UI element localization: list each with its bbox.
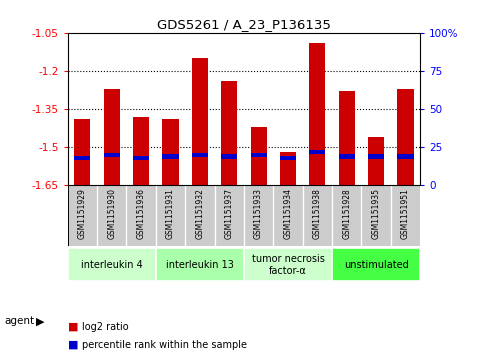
Text: interleukin 13: interleukin 13 bbox=[166, 260, 234, 270]
Text: GSM1151934: GSM1151934 bbox=[284, 188, 293, 240]
Text: GSM1151936: GSM1151936 bbox=[137, 188, 145, 240]
Bar bbox=[133, 156, 149, 160]
Text: GSM1151930: GSM1151930 bbox=[107, 188, 116, 240]
Bar bbox=[339, 91, 355, 185]
Bar bbox=[133, 117, 149, 185]
Bar bbox=[251, 153, 267, 157]
Bar bbox=[368, 137, 384, 185]
Bar bbox=[156, 248, 244, 281]
Title: GDS5261 / A_23_P136135: GDS5261 / A_23_P136135 bbox=[157, 19, 331, 32]
Text: GSM1151933: GSM1151933 bbox=[254, 188, 263, 240]
Bar bbox=[68, 248, 156, 281]
Text: GSM1151938: GSM1151938 bbox=[313, 188, 322, 239]
Text: GSM1151935: GSM1151935 bbox=[371, 188, 381, 240]
Text: log2 ratio: log2 ratio bbox=[82, 322, 129, 332]
Bar bbox=[162, 154, 179, 159]
Bar bbox=[309, 150, 326, 154]
Bar bbox=[332, 248, 420, 281]
Text: GSM1151937: GSM1151937 bbox=[225, 188, 234, 240]
Bar bbox=[74, 119, 90, 185]
Text: unstimulated: unstimulated bbox=[344, 260, 409, 270]
Text: GSM1151929: GSM1151929 bbox=[78, 188, 87, 239]
Text: ■: ■ bbox=[68, 322, 78, 332]
Text: percentile rank within the sample: percentile rank within the sample bbox=[82, 340, 247, 350]
Bar bbox=[221, 81, 237, 185]
Text: GSM1151931: GSM1151931 bbox=[166, 188, 175, 239]
Text: ■: ■ bbox=[68, 340, 78, 350]
Bar bbox=[280, 152, 296, 185]
Bar bbox=[339, 154, 355, 159]
Bar bbox=[398, 89, 413, 185]
Bar bbox=[398, 154, 413, 159]
Bar bbox=[280, 156, 296, 160]
Bar bbox=[104, 153, 120, 157]
Text: GSM1151951: GSM1151951 bbox=[401, 188, 410, 239]
Bar bbox=[192, 153, 208, 157]
Text: tumor necrosis
factor-α: tumor necrosis factor-α bbox=[252, 254, 325, 276]
Text: interleukin 4: interleukin 4 bbox=[81, 260, 142, 270]
Bar bbox=[162, 119, 179, 185]
Bar bbox=[309, 43, 326, 185]
Bar bbox=[74, 156, 90, 160]
Text: agent: agent bbox=[5, 316, 35, 326]
Text: GSM1151932: GSM1151932 bbox=[195, 188, 204, 239]
Bar bbox=[251, 127, 267, 185]
Text: ▶: ▶ bbox=[36, 316, 45, 326]
Text: GSM1151928: GSM1151928 bbox=[342, 188, 351, 239]
Bar bbox=[221, 154, 237, 159]
Bar bbox=[368, 154, 384, 159]
Bar bbox=[104, 89, 120, 185]
Bar bbox=[244, 248, 332, 281]
Bar bbox=[192, 58, 208, 185]
